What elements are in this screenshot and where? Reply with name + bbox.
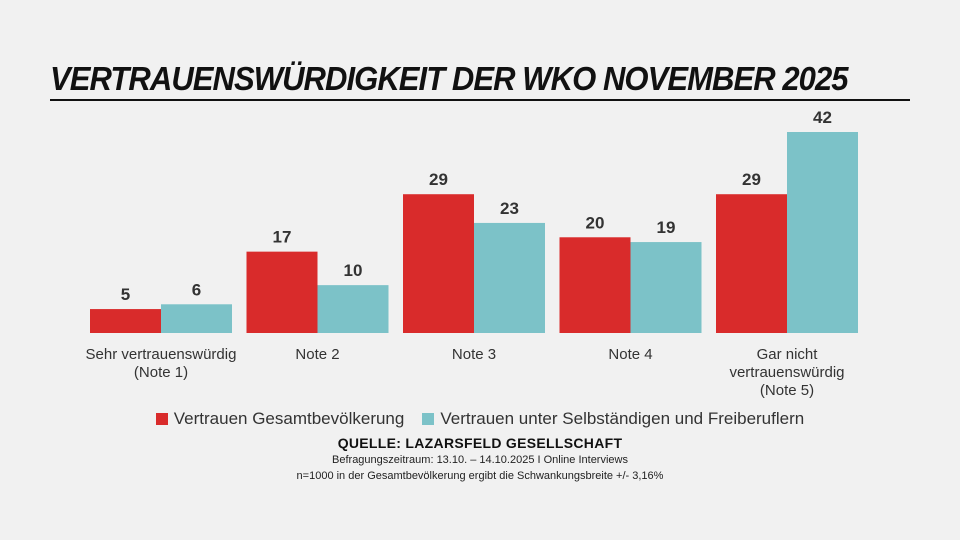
category-label-5: Gar nicht vertrauenswürdig (Note 5) <box>729 346 844 399</box>
data-label-series1-cat5: 29 <box>742 170 761 189</box>
bar-chart: 5 6 Sehr vertrauenswürdig (Note 1) 17 10 Note … <box>86 108 858 399</box>
sample-size-note: n=1000 in der Gesamtbevölkerung ergibt d… <box>296 470 664 482</box>
data-label-series1-cat3: 29 <box>429 170 448 189</box>
legend-label-selbstaendige: Vertrauen unter Selbständigen und Freibe… <box>440 409 805 428</box>
data-label-series1-cat4: 20 <box>586 213 605 232</box>
legend-item-gesamtbevoelkerung: Vertrauen Gesamtbevölkerung <box>155 409 405 429</box>
bar-series2-cat4 <box>630 242 702 333</box>
data-label-series1-cat2: 17 <box>273 228 292 247</box>
bar-series2-cat1 <box>161 304 232 333</box>
bar-series1-cat2 <box>246 251 318 333</box>
category-label-1: Sehr vertrauenswürdig (Note 1) <box>86 346 237 381</box>
bar-series1-cat4 <box>559 237 631 333</box>
bar-series1-cat1 <box>90 309 161 333</box>
category-label-2: Note 2 <box>295 346 339 363</box>
title-underline <box>50 99 910 101</box>
data-label-series2-cat4: 19 <box>657 218 676 237</box>
bar-series2-cat2 <box>317 285 389 333</box>
data-label-series2-cat1: 6 <box>192 280 201 299</box>
category-label-4: Note 4 <box>608 346 652 363</box>
bar-series1-cat3 <box>403 194 474 333</box>
legend: Vertrauen Gesamtbevölkerung Vertrauen un… <box>0 409 960 429</box>
data-label-series2-cat2: 10 <box>344 261 363 280</box>
bar-series2-cat5 <box>787 132 858 333</box>
legend-label-gesamtbevoelkerung: Vertrauen Gesamtbevölkerung <box>173 409 405 428</box>
source-line: QUELLE: LAZARSFELD GESELLSCHAFT <box>337 435 623 451</box>
category-label-3: Note 3 <box>452 346 496 363</box>
survey-period-note: Befragungszeitraum: 13.10. – 14.10.2025 … <box>332 454 628 466</box>
data-label-series2-cat5: 42 <box>813 108 832 127</box>
data-label-series2-cat3: 23 <box>500 199 519 218</box>
bar-series2-cat3 <box>474 222 545 333</box>
bar-series1-cat5 <box>716 194 787 333</box>
legend-swatch-red <box>155 413 168 425</box>
chart-title: VERTRAUENSWÜRDIGKEIT DER WKO NOVEMBER 20… <box>50 60 849 97</box>
legend-item-selbstaendige: Vertrauen unter Selbständigen und Freibe… <box>422 409 804 429</box>
legend-swatch-teal <box>422 413 435 425</box>
data-label-series1-cat1: 5 <box>121 285 130 304</box>
